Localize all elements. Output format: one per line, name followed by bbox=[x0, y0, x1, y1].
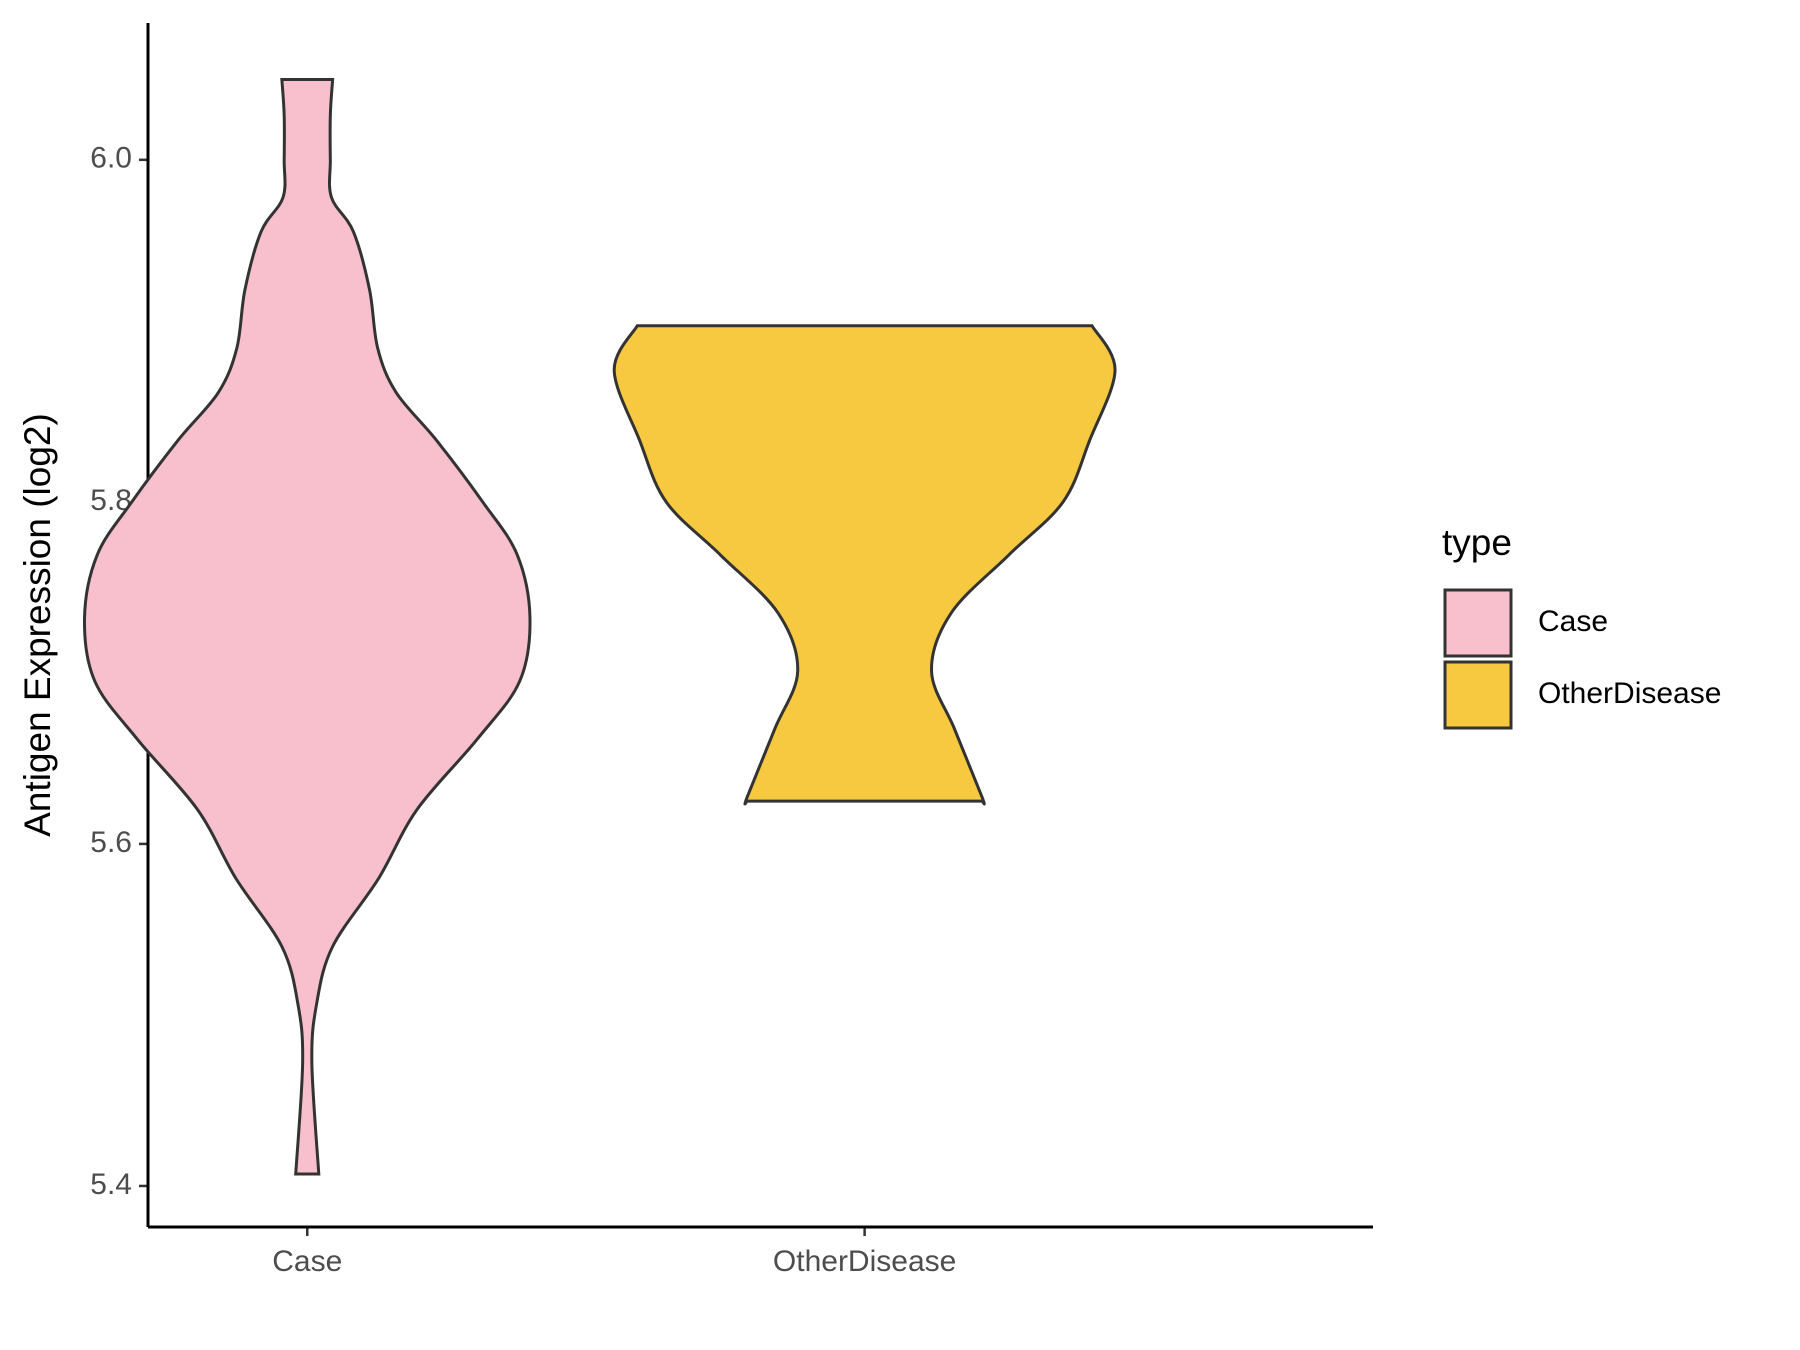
x-tick-label: Case bbox=[272, 1245, 342, 1278]
violin bbox=[612, 324, 1117, 806]
legend-key bbox=[1443, 660, 1513, 730]
legend-label: OtherDisease bbox=[1538, 677, 1721, 710]
legend-key bbox=[1443, 588, 1513, 658]
legend-label: Case bbox=[1538, 605, 1608, 638]
y-tick-label: 5.4 bbox=[90, 1168, 132, 1201]
y-tick-label: 6.0 bbox=[90, 142, 132, 175]
y-axis-label: Antigen Expression (log2) bbox=[17, 413, 58, 837]
legend-title: type bbox=[1442, 522, 1512, 563]
x-tick-label: OtherDisease bbox=[773, 1245, 956, 1278]
y-tick-label: 5.6 bbox=[90, 826, 132, 859]
violin bbox=[82, 77, 532, 1176]
